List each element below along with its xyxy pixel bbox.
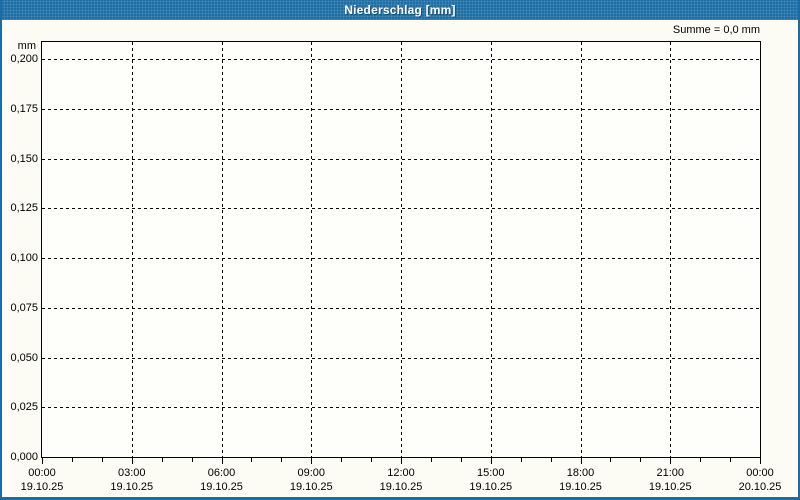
x-major-tick [401, 458, 402, 464]
gridline-vertical [670, 42, 672, 457]
x-minor-tick [371, 458, 373, 462]
window-titlebar: Niederschlag [mm] [2, 0, 798, 20]
x-major-tick [670, 458, 672, 464]
x-axis-date-labels: 19.10.25 19.10.25 19.10.25 19.10.25 19.10.25… [21, 481, 782, 495]
y-axis-tick-labels: 0,200 0,175 0,150 0,125 0,100 0,075 0,050 0,025… [2, 0, 38, 497]
y-tick-label: 0,000 [10, 451, 38, 463]
window-title: Niederschlag [mm] [344, 3, 456, 17]
x-major-tick [580, 458, 582, 464]
x-time-label: 00:00 [28, 467, 56, 479]
x-minor-tick [281, 458, 283, 462]
x-axis-time-labels: 00:00 03:00 06:00 09:00 12:00 15:00 18:00 21:00… [28, 467, 774, 481]
x-time-label: 09:00 [297, 467, 326, 479]
x-major-tick [42, 458, 43, 464]
x-minor-tick [610, 458, 612, 462]
x-minor-tick [71, 458, 73, 462]
gridline-vertical [490, 42, 492, 457]
x-time-label: 15:00 [476, 467, 505, 479]
x-major-tick [311, 458, 313, 464]
x-time-label: 21:00 [656, 467, 685, 479]
x-minor-tick [730, 458, 732, 462]
x-time-label: 03:00 [117, 467, 146, 479]
x-minor-tick [640, 458, 642, 462]
x-time-label: 00:00 [746, 467, 774, 479]
x-time-label: 12:00 [387, 467, 415, 479]
x-minor-tick [460, 458, 462, 462]
x-date-label: 20.10.25 [738, 481, 782, 493]
x-minor-tick [700, 458, 702, 462]
y-tick-label: 0,025 [10, 401, 38, 414]
gridline-vertical [131, 42, 133, 457]
x-major-tick [221, 458, 223, 464]
gridline-vertical [311, 42, 313, 457]
x-date-label: 19.10.25 [110, 481, 154, 493]
x-minor-tick [191, 458, 193, 462]
x-minor-tick [430, 458, 432, 462]
x-minor-tick [161, 458, 163, 462]
gridline-vertical [401, 42, 402, 457]
y-tick-label: 0,100 [10, 252, 38, 264]
x-date-label: 19.10.25 [289, 481, 333, 493]
y-tick-label: 0,150 [10, 152, 38, 165]
x-time-label: 18:00 [566, 467, 595, 479]
x-major-tick [760, 458, 761, 464]
x-date-label: 19.10.25 [200, 481, 243, 493]
y-tick-label: 0,050 [10, 351, 38, 364]
x-date-label: 19.10.25 [469, 481, 513, 493]
x-date-label: 19.10.25 [648, 481, 692, 493]
x-date-label: 19.10.25 [20, 481, 64, 493]
y-tick-label: 0,075 [10, 301, 38, 314]
x-date-label: 19.10.25 [559, 481, 602, 493]
y-tick-label: 0,125 [10, 202, 38, 215]
y-tick-label: 0,200 [10, 53, 38, 65]
x-date-label: 19.10.25 [379, 481, 423, 493]
x-time-label: 06:00 [207, 467, 236, 479]
x-minor-tick [550, 458, 552, 462]
x-minor-tick [520, 458, 522, 462]
y-axis-unit-label: mm [17, 40, 36, 52]
x-minor-tick [341, 458, 343, 462]
x-minor-tick [251, 458, 253, 462]
x-major-tick [131, 458, 133, 464]
gridline-vertical [580, 42, 582, 457]
plot-area [41, 41, 761, 458]
x-minor-tick [101, 458, 103, 462]
x-axis-ticks [41, 458, 763, 466]
sum-label: Summe = 0,0 mm [672, 24, 760, 36]
y-tick-label: 0,175 [10, 102, 38, 115]
x-major-tick [490, 458, 492, 464]
gridline-vertical [221, 42, 223, 457]
